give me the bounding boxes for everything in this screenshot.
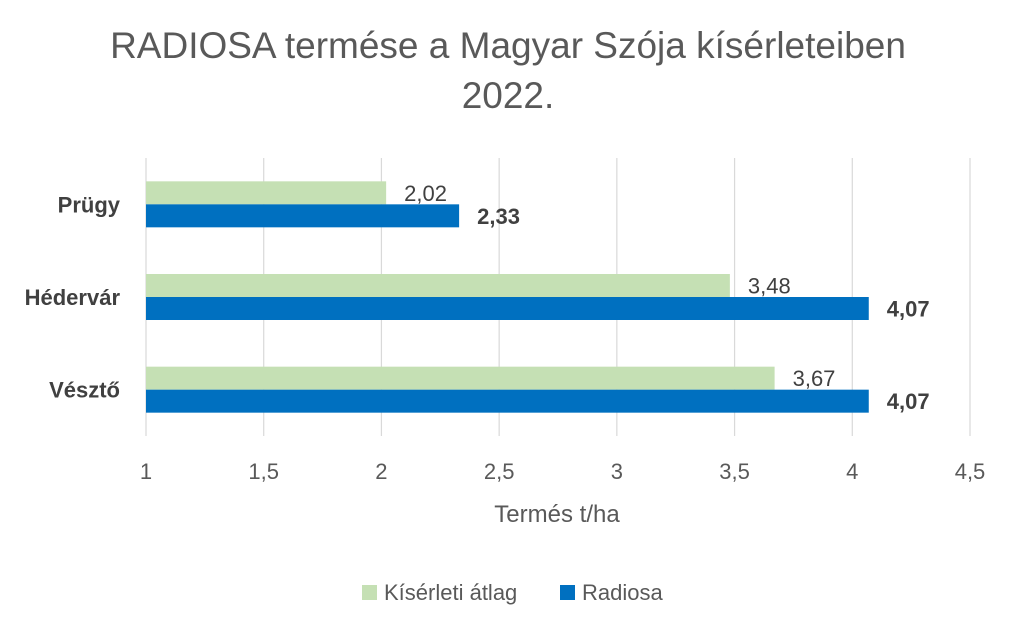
- bar-radiosa: [146, 389, 869, 413]
- bar-radiosa: [146, 297, 869, 320]
- bars: [146, 181, 869, 413]
- bar-average: [146, 274, 730, 297]
- x-tick-label: 2,5: [484, 459, 515, 484]
- legend-label: Kísérleti átlag: [384, 580, 517, 605]
- x-tick-label: 3,5: [719, 459, 750, 484]
- data-label: 3,48: [748, 274, 791, 299]
- x-tick-label: 1,5: [248, 459, 279, 484]
- data-label: 4,07: [887, 297, 930, 322]
- data-label: 2,02: [404, 181, 447, 206]
- x-axis-title: Termés t/ha: [494, 501, 620, 528]
- data-label: 2,33: [477, 204, 520, 229]
- chart-title: RADIOSA termése a Magyar Szója kísérlete…: [110, 25, 906, 116]
- chart-title-line: 2022.: [462, 75, 555, 116]
- bar-radiosa: [146, 204, 460, 228]
- x-tick-label: 3: [611, 459, 623, 484]
- bar-average: [146, 181, 387, 205]
- x-tick-label: 1: [140, 459, 152, 484]
- category-label: Hédervár: [25, 285, 121, 310]
- legend-swatch: [560, 585, 575, 600]
- category-label: Prügy: [58, 192, 121, 217]
- data-label: 3,67: [793, 366, 836, 391]
- legend-swatch: [362, 585, 377, 600]
- legend-label: Radiosa: [582, 580, 663, 605]
- data-labels: 2,02 2,33 3,48 4,07 3,67 4,07: [404, 181, 929, 414]
- data-label: 4,07: [887, 389, 930, 414]
- chart-title-line: RADIOSA termése a Magyar Szója kísérlete…: [110, 25, 906, 66]
- x-tick-label: 4,5: [955, 459, 986, 484]
- category-labels: Prügy Hédervár Vésztő: [25, 192, 121, 402]
- legend: Kísérleti átlag Radiosa: [362, 580, 663, 605]
- x-tick-labels: 1 1,5 2 2,5 3 3,5 4 4,5: [140, 459, 985, 484]
- category-label: Vésztő: [49, 378, 120, 403]
- bar-average: [146, 366, 775, 390]
- x-tick-label: 4: [846, 459, 858, 484]
- x-tick-label: 2: [375, 459, 387, 484]
